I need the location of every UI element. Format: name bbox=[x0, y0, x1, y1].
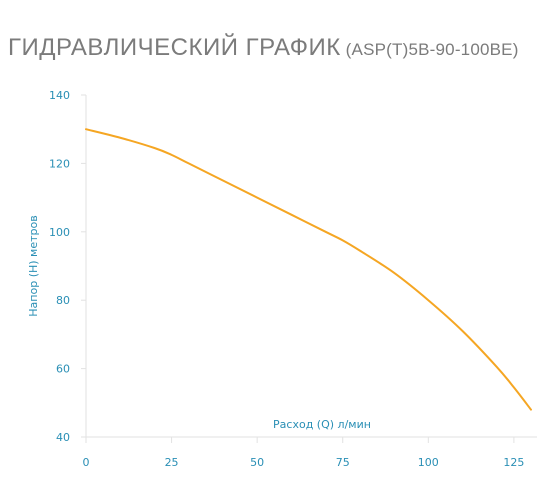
y-tick-label: 80 bbox=[56, 294, 70, 307]
y-tick-label: 100 bbox=[49, 226, 70, 239]
x-tick-label: 0 bbox=[83, 456, 90, 469]
chart-title-main: ГИДРАВЛИЧЕСКИЙ ГРАФИК bbox=[8, 34, 341, 61]
chart-title-model: (ASP(T)5B-90-100BE) bbox=[345, 40, 519, 59]
y-tick-label: 120 bbox=[49, 157, 70, 170]
y-axis-title: Напор (Н) метров bbox=[27, 215, 40, 316]
x-tick-label: 50 bbox=[250, 456, 264, 469]
x-tick-label: 25 bbox=[165, 456, 179, 469]
axes bbox=[81, 94, 537, 443]
x-axis-title: Расход (Q) л/мин bbox=[273, 418, 371, 431]
page-title: ГИДРАВЛИЧЕСКИЙ ГРАФИК (ASP(T)5B-90-100BE… bbox=[8, 34, 519, 62]
y-tick-label: 140 bbox=[49, 89, 70, 102]
y-tick-label: 60 bbox=[56, 363, 70, 376]
x-tick-label: 75 bbox=[336, 456, 350, 469]
performance-curve bbox=[85, 128, 532, 411]
series-layer bbox=[85, 128, 532, 411]
tick-labels: 0 25 50 75 100 125 40 60 80 100 120 140 bbox=[49, 89, 524, 469]
x-tick-label: 100 bbox=[418, 456, 439, 469]
y-tick-label: 40 bbox=[56, 431, 70, 444]
x-tick-label: 125 bbox=[503, 456, 524, 469]
